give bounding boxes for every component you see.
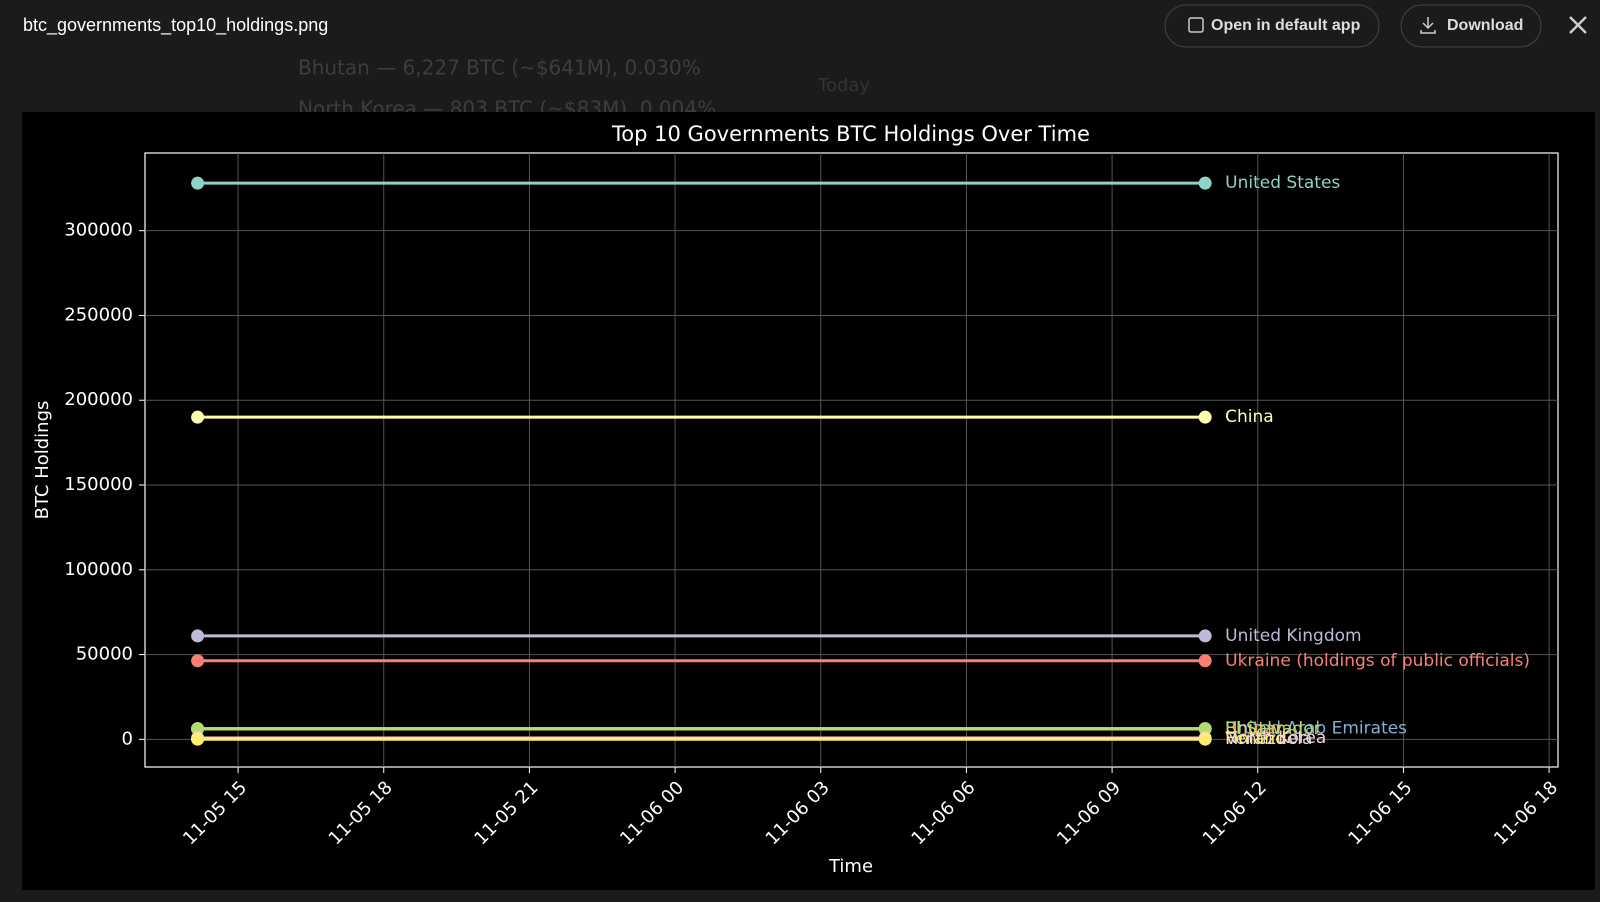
file-name: btc_governments_top10_holdings.png [23, 15, 328, 36]
series-marker [191, 176, 205, 190]
open-button[interactable] [1164, 4, 1380, 48]
background-text: Today [817, 75, 870, 96]
series-label: Venezuela [1225, 729, 1312, 749]
close-button[interactable] [1569, 16, 1587, 34]
plot-frame [144, 152, 1559, 768]
y-tick-label: 250000 [64, 304, 133, 325]
series-label: Ukraine (holdings of public officials) [1225, 651, 1530, 671]
series-label: North Korea [1225, 728, 1326, 748]
y-tick-label: 0 [122, 728, 133, 749]
series-marker [1198, 654, 1212, 668]
series-marker [1198, 722, 1212, 736]
open-icon [1188, 17, 1204, 33]
download-label: Download [1447, 17, 1523, 34]
open-label: Open in default app [1211, 17, 1361, 34]
series-marker [191, 732, 205, 746]
y-tick-label: 300000 [64, 220, 133, 241]
y-axis-label: BTC Holdings [32, 401, 53, 520]
chart-image [22, 112, 1595, 890]
y-tick-label: 200000 [64, 389, 133, 410]
series-marker [1198, 732, 1212, 746]
y-tick-label: 150000 [64, 474, 133, 495]
series-label: United States [1225, 173, 1340, 193]
series-marker [191, 722, 205, 736]
series-marker [191, 629, 205, 643]
series-marker [1198, 629, 1212, 643]
series-marker [1198, 176, 1212, 190]
series-label: Bhutan [1225, 719, 1286, 739]
download-button[interactable] [1400, 4, 1542, 48]
y-tick-label: 50000 [76, 644, 133, 665]
x-axis-label: Time [828, 856, 873, 877]
series-label: El Salvador [1225, 719, 1320, 739]
y-tick-label: 100000 [64, 559, 133, 580]
series-marker [191, 654, 205, 668]
background-text: Bhutan — 6,227 BTC (~$641M), 0.030% [298, 56, 701, 80]
series-label: United Kingdom [1225, 626, 1361, 646]
chart-title: Top 10 Governments BTC Holdings Over Tim… [611, 122, 1090, 146]
series-label: United Arab Emirates [1225, 718, 1407, 738]
series-label: China [1225, 407, 1274, 427]
series-label: Finland [1225, 729, 1286, 749]
series-marker [1198, 410, 1212, 424]
series-marker [191, 410, 205, 424]
download-icon [1420, 17, 1436, 34]
